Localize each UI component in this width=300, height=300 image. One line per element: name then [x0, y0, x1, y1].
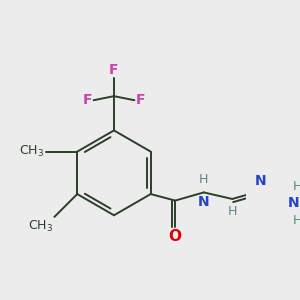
Text: F: F: [136, 93, 146, 107]
Text: CH$_3$: CH$_3$: [28, 219, 53, 234]
Text: N: N: [255, 174, 267, 188]
Text: N: N: [198, 195, 210, 209]
Text: H: H: [199, 173, 208, 186]
Text: F: F: [109, 63, 119, 76]
Text: N: N: [288, 196, 299, 210]
Text: H: H: [293, 214, 300, 227]
Text: CH$_3$: CH$_3$: [19, 144, 44, 159]
Text: F: F: [82, 93, 92, 107]
Text: O: O: [169, 229, 182, 244]
Text: H: H: [228, 206, 237, 218]
Text: H: H: [293, 180, 300, 193]
